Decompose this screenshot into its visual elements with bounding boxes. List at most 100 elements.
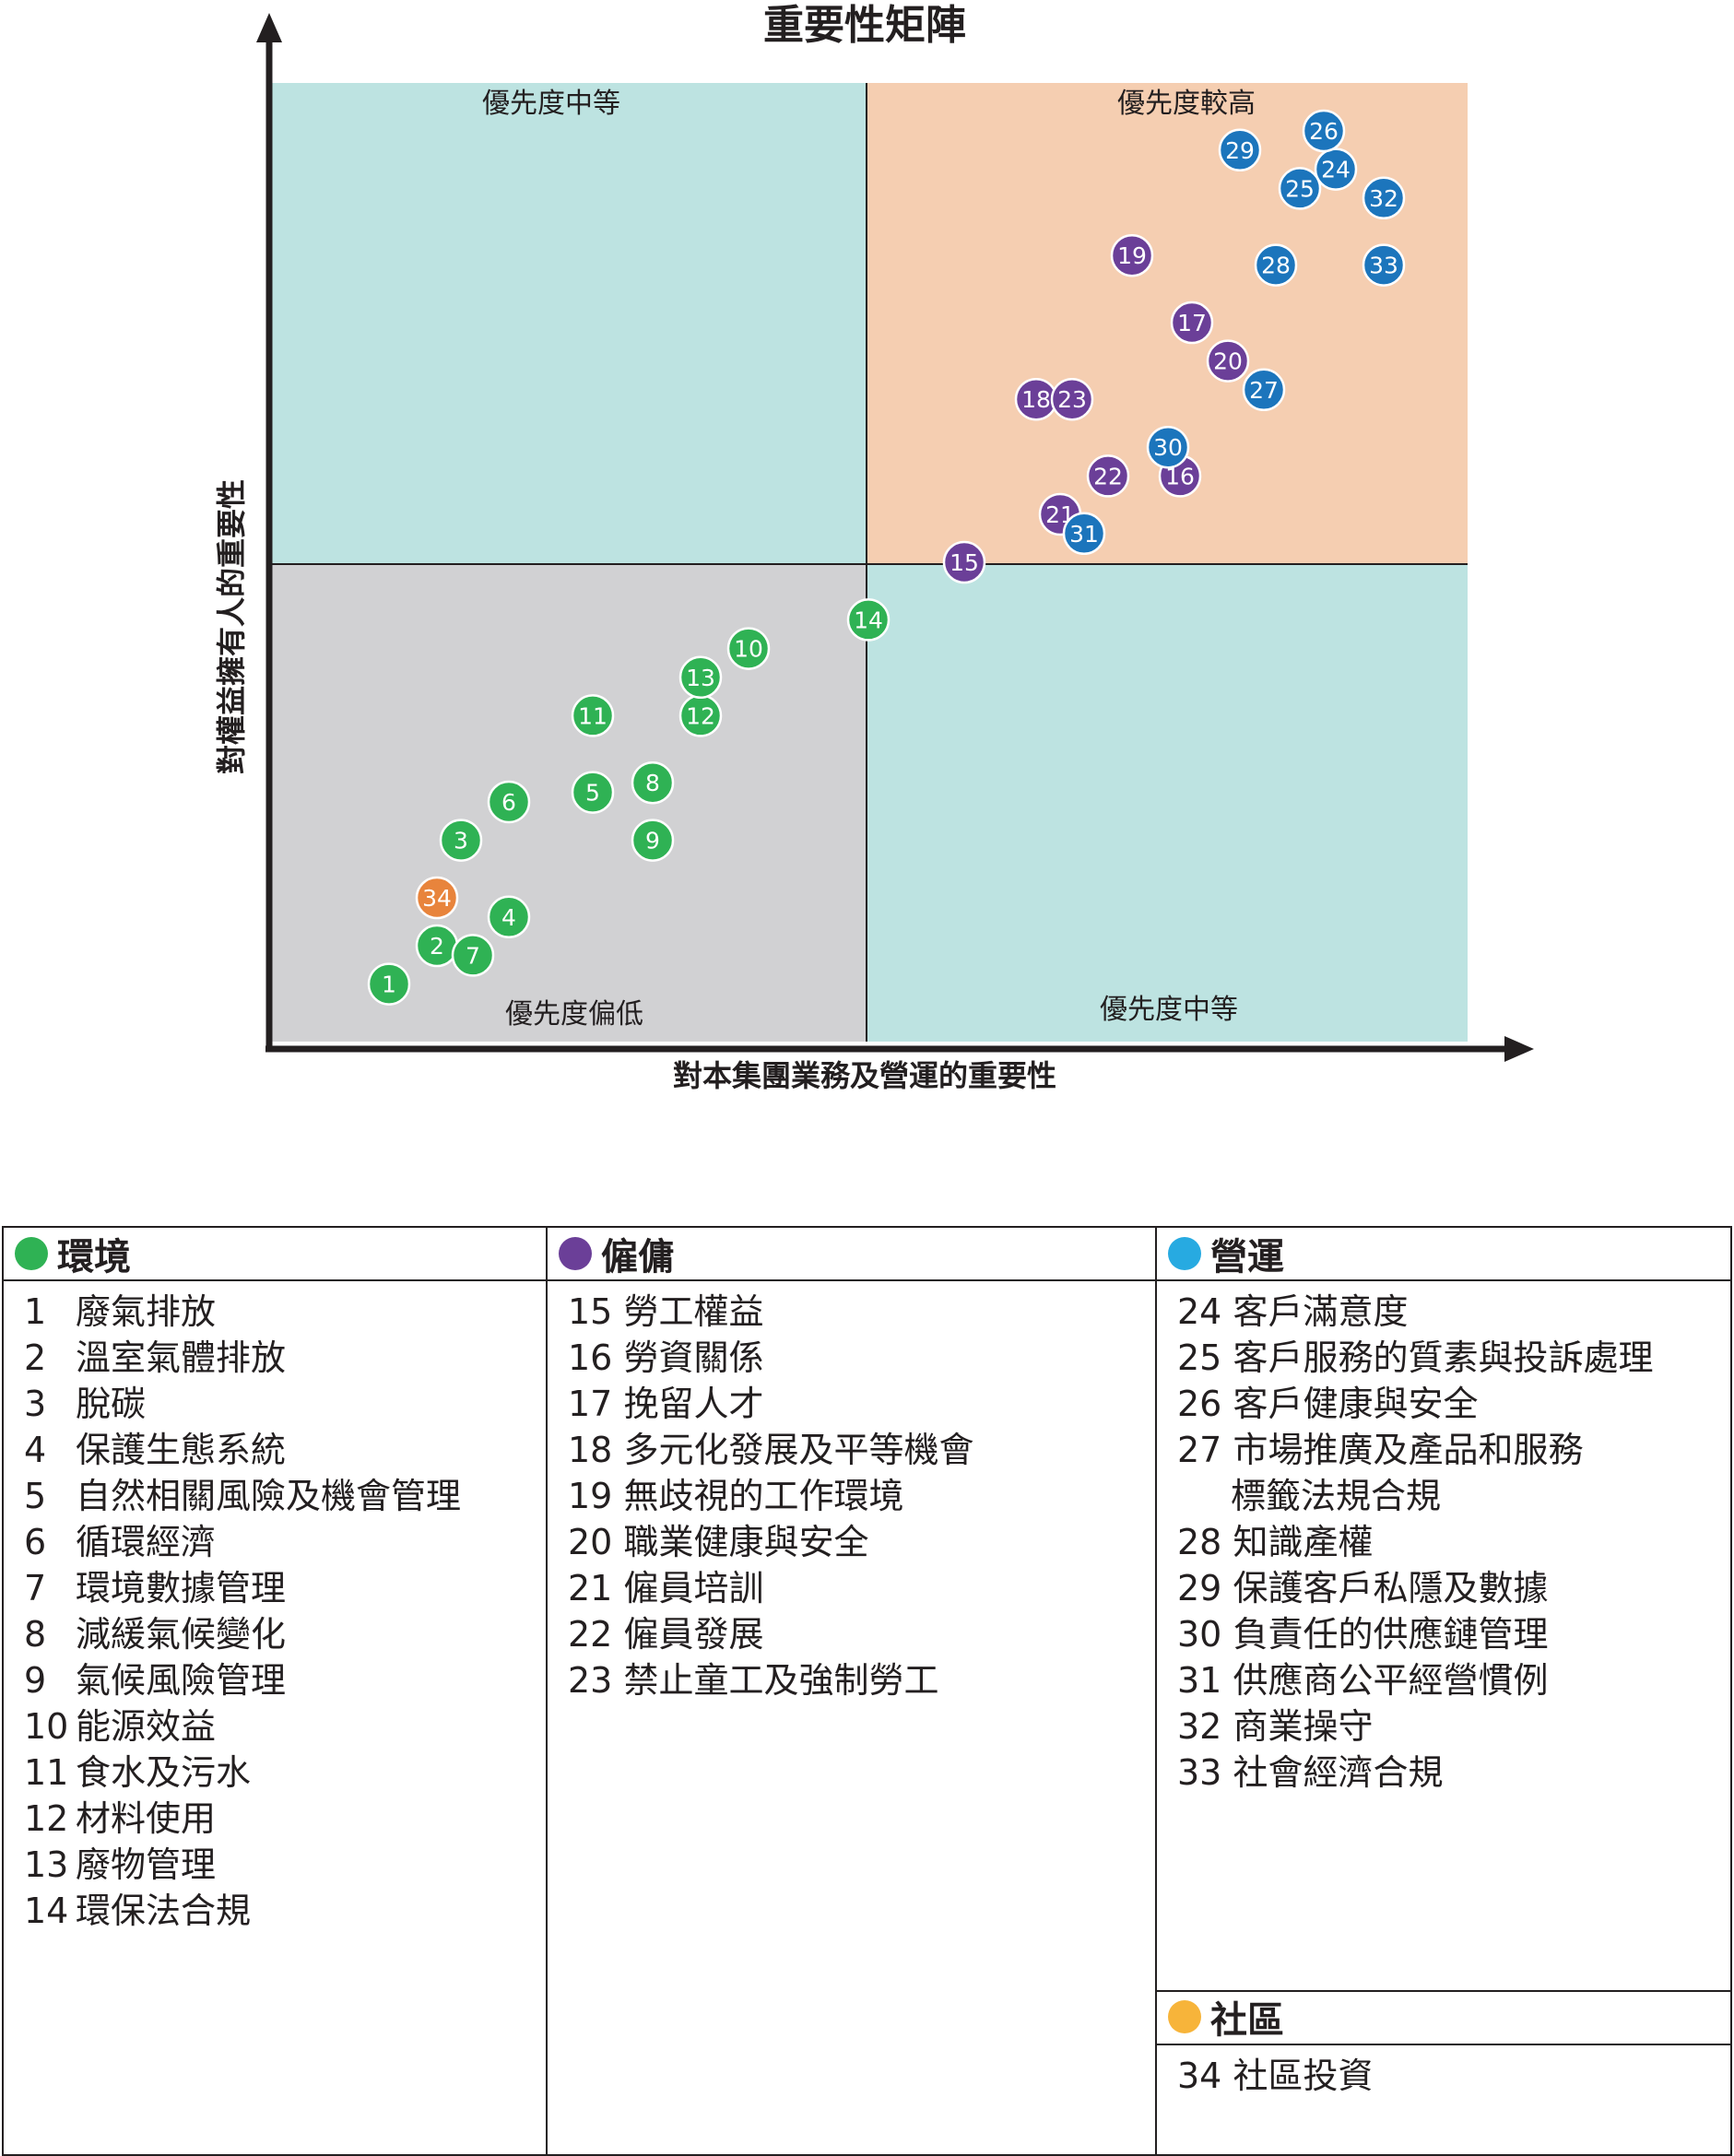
data-point: 6 <box>487 780 531 824</box>
legend-item-text: 減緩氣候變化 <box>76 1614 287 1655</box>
data-point: 32 <box>1362 176 1406 220</box>
legend-list-operations: 24 客戶滿意度 25 客戶服務的質素與投訴處理 26 客戶健康與安全 27 市場推廣… <box>1157 1281 1730 1796</box>
legend-title-environment: 環境 <box>57 1236 131 1278</box>
quadrant-bottom-right <box>867 564 1468 1042</box>
legend-item: 29 保護客戶私隱及數據 <box>1177 1565 1730 1611</box>
legend-item-text: 客戶健康與安全 <box>1233 1384 1479 1424</box>
legend-item: 3 脫碳 <box>24 1381 546 1427</box>
legend-item-text: 僱員培訓 <box>623 1568 764 1608</box>
y-axis-label: 對權益擁有人的重要性 <box>214 479 249 774</box>
legend-item-text: 廢氣排放 <box>76 1291 217 1332</box>
data-point-label: 27 <box>1249 377 1279 404</box>
data-point-marker <box>1314 147 1358 191</box>
legend-item-text: 多元化發展及平等機會 <box>623 1430 974 1470</box>
data-point-marker <box>487 780 531 824</box>
legend-item-text: 商業操守 <box>1233 1706 1374 1747</box>
legend-item-text: 無歧視的工作環境 <box>623 1476 904 1516</box>
data-point: 24 <box>1314 147 1358 191</box>
legend-item-text: 勞資關係 <box>623 1337 764 1378</box>
data-point: 29 <box>1218 128 1262 172</box>
data-point-label: 1 <box>382 972 396 998</box>
legend-item-number: 34 <box>1177 2056 1222 2096</box>
legend-item-number: 33 <box>1177 1752 1222 1793</box>
data-point-label: 8 <box>645 770 660 796</box>
data-point-label: 17 <box>1177 310 1207 336</box>
legend-item: 2 溫室氣體排放 <box>24 1335 546 1381</box>
legend-item-number: 25 <box>1177 1337 1222 1378</box>
legend-item-number: 22 <box>568 1614 613 1655</box>
legend-item-text: 標籤法規合規 <box>1231 1476 1442 1516</box>
legend-item: 17 挽留人才 <box>568 1381 1155 1427</box>
legend-item-text: 環保法合規 <box>76 1891 252 1931</box>
data-point: 2 <box>415 924 459 968</box>
legend-item: 16 勞資關係 <box>568 1335 1155 1381</box>
legend-item-number: 2 <box>24 1337 47 1378</box>
legend-list-environment: 1 廢氣排放 2 溫室氣體排放 3 脫碳 4 保護生態系統 5 自然相關風險及機會管理 6 循環經濟 7… <box>4 1281 546 1934</box>
legend-item-text: 脫碳 <box>76 1384 147 1424</box>
legend-item-number: 26 <box>1177 1384 1222 1424</box>
data-point-marker <box>678 655 723 700</box>
x-axis-label: 對本集團業務及營運的重要性 <box>673 1058 1056 1093</box>
legend-item-text: 食水及污水 <box>76 1752 252 1793</box>
legend-item: 21 僱員培訓 <box>568 1565 1155 1611</box>
legend-item-number: 9 <box>24 1660 47 1701</box>
legend-item-number: 16 <box>568 1337 613 1378</box>
legend-item-text: 客戶服務的質素與投訴處理 <box>1233 1337 1654 1378</box>
data-point-label: 29 <box>1225 137 1255 164</box>
legend-item-number: 19 <box>568 1476 613 1516</box>
legend-item-number: 30 <box>1177 1614 1222 1655</box>
data-point-marker <box>1362 176 1406 220</box>
legend-item-text: 氣候風險管理 <box>76 1660 287 1701</box>
data-point: 5 <box>571 771 615 814</box>
data-point-marker <box>726 627 771 670</box>
data-point-marker <box>1170 300 1214 345</box>
legend-item: 26 客戶健康與安全 <box>1177 1381 1730 1427</box>
legend-item: 24 客戶滿意度 <box>1177 1289 1730 1335</box>
legend-item-text: 禁止童工及強制勞工 <box>623 1660 939 1701</box>
legend-header-environment: 環境 <box>4 1228 546 1281</box>
legend-item: 20 職業健康與安全 <box>568 1519 1155 1565</box>
legend-item: 32 商業操守 <box>1177 1703 1730 1750</box>
legend-item: 27 市場推廣及產品和服務 <box>1177 1427 1730 1473</box>
legend-item-number: 13 <box>24 1844 69 1885</box>
legend-column-operations: 營運 24 客戶滿意度 25 客戶服務的質素與投訴處理 26 客戶健康與安全 27 市… <box>1155 1226 1732 1992</box>
legend-item-text: 職業健康與安全 <box>623 1522 869 1562</box>
legend-item-number: 15 <box>568 1291 613 1332</box>
legend-item: 14 環保法合規 <box>24 1888 546 1934</box>
legend-item-number: 3 <box>24 1384 47 1424</box>
legend-item-number: 21 <box>568 1568 613 1608</box>
legend-item-text: 環境數據管理 <box>76 1568 287 1608</box>
data-point: 9 <box>631 819 675 862</box>
community-dot-icon <box>1168 2000 1201 2033</box>
legend-item-number: 5 <box>24 1476 47 1516</box>
legend-item-number: 8 <box>24 1614 47 1655</box>
chart-title: 重要性矩陣 <box>763 2 966 49</box>
data-point-marker <box>942 540 986 584</box>
data-point-label: 2 <box>430 933 444 960</box>
data-point: 20 <box>1206 339 1250 383</box>
data-point-label: 25 <box>1285 175 1315 202</box>
legend-item-number: 31 <box>1177 1660 1222 1701</box>
legend-item: 4 保護生態系統 <box>24 1427 546 1473</box>
data-point-marker <box>571 771 615 814</box>
legend-title-operations: 營運 <box>1210 1236 1284 1278</box>
legend-item-number: 1 <box>24 1291 47 1332</box>
legend-item-text: 社區投資 <box>1233 2056 1374 2096</box>
data-point-label: 20 <box>1213 348 1243 375</box>
legend-item-number: 27 <box>1177 1430 1222 1470</box>
legend-item-number: 11 <box>24 1752 69 1793</box>
legend-item-text: 保護生態系統 <box>76 1430 287 1470</box>
data-point: 27 <box>1242 368 1286 412</box>
legend-item-text: 知識產權 <box>1233 1522 1374 1562</box>
employment-dot-icon <box>559 1237 592 1270</box>
data-point: 18 <box>1014 377 1058 421</box>
legend-item-text: 社會經濟合規 <box>1233 1752 1444 1793</box>
legend-item-number: 12 <box>24 1798 69 1839</box>
data-point-marker <box>846 598 891 642</box>
legend-item-text: 溫室氣體排放 <box>76 1337 287 1378</box>
legend-item: 12 材料使用 <box>24 1796 546 1842</box>
legend-header-employment: 僱傭 <box>548 1228 1155 1281</box>
data-point: 28 <box>1254 243 1298 287</box>
legend-item: 15 勞工權益 <box>568 1289 1155 1335</box>
